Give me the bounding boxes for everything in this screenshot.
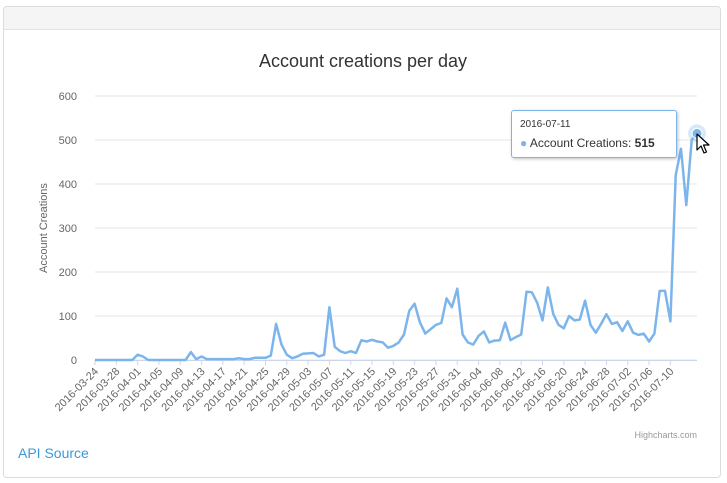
- mouse-pointer-icon: [696, 133, 710, 154]
- y-tick-label: 100: [59, 311, 77, 323]
- series-line: [95, 132, 698, 362]
- y-tick-label: 300: [59, 223, 77, 235]
- panel-header: [4, 7, 720, 30]
- chart-tooltip: 2016-07-11 ● Account Creations: 515: [511, 110, 677, 158]
- y-axis-title: Account Creations: [38, 183, 50, 273]
- chart-credits: Highcharts.com: [634, 430, 697, 440]
- y-tick-label: 200: [59, 267, 77, 279]
- tooltip-series-name: Account Creations: [529, 136, 628, 150]
- tooltip-series-dot-icon: ●: [520, 136, 528, 150]
- y-tick-label: 600: [59, 91, 77, 103]
- y-tick-label: 500: [59, 135, 77, 147]
- chart-panel: [3, 6, 721, 478]
- tooltip-date: 2016-07-11: [520, 119, 571, 130]
- chart-title: Account creations per day: [259, 51, 467, 71]
- tooltip-value: 515: [634, 136, 655, 150]
- y-tick-label: 400: [59, 179, 77, 191]
- y-tick-label: 0: [71, 355, 77, 367]
- api-source-link[interactable]: API Source: [18, 445, 89, 461]
